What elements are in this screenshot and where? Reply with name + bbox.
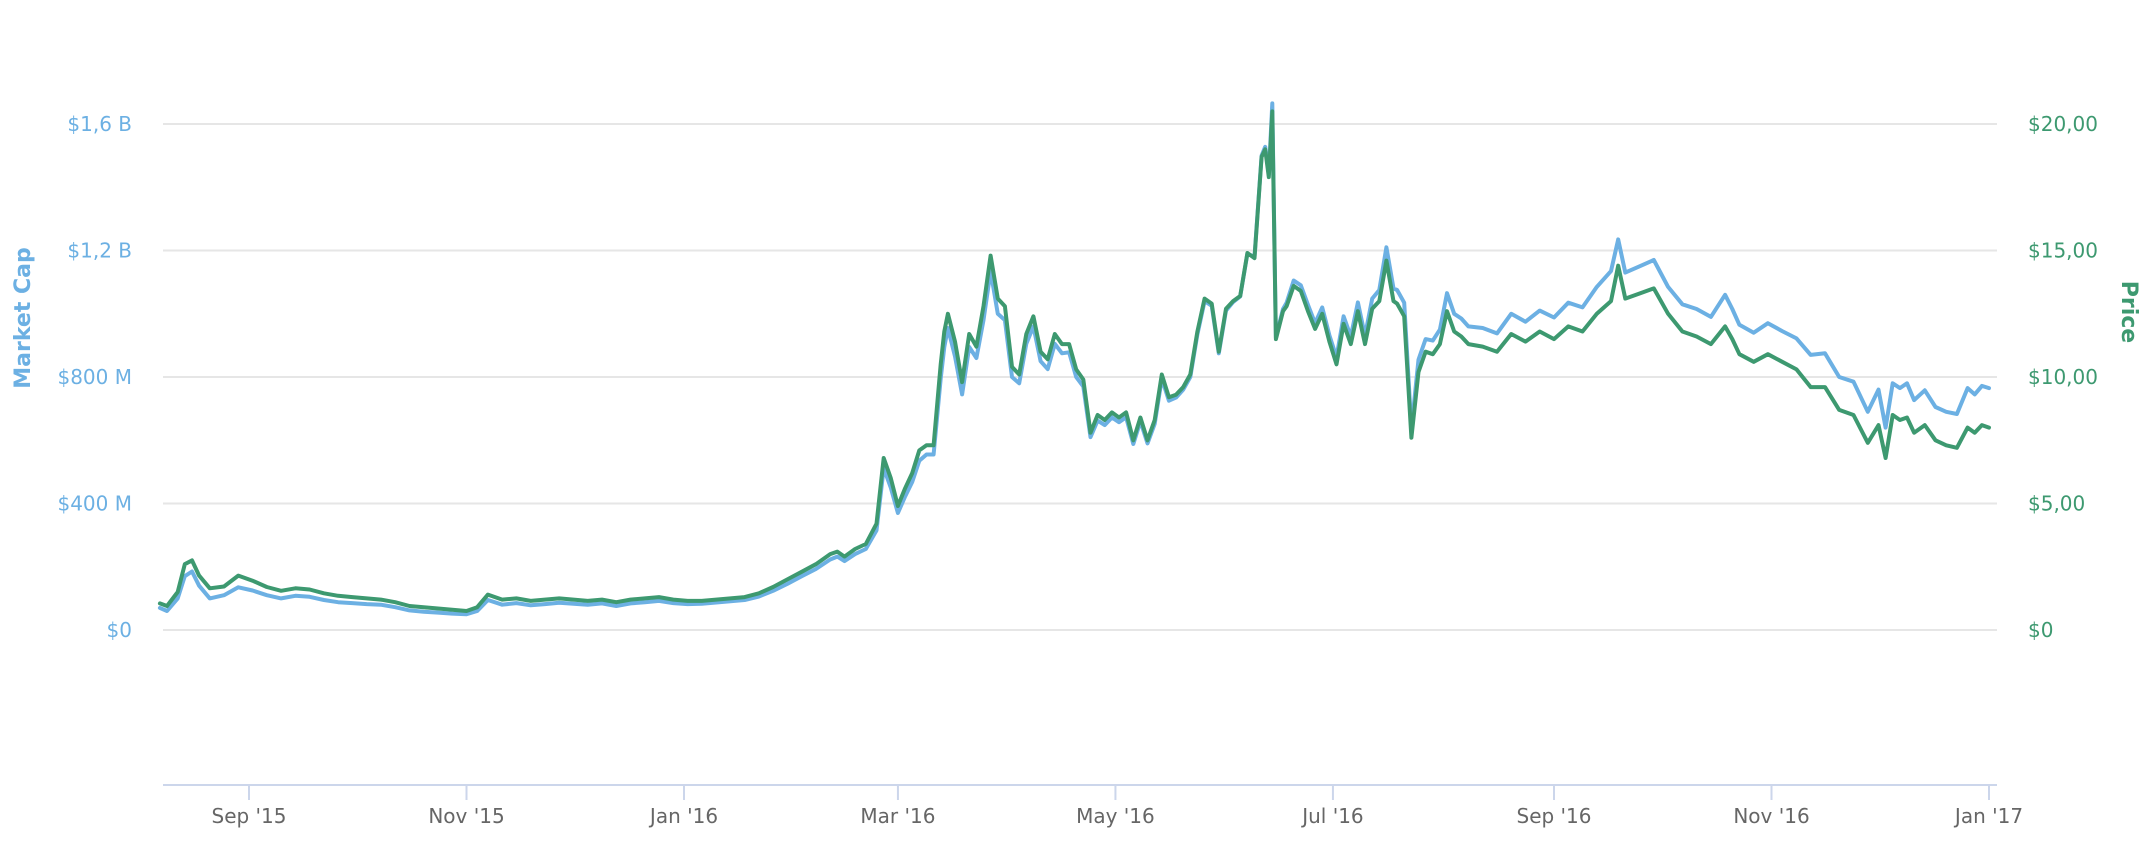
y-left-tick-label: $1,2 B [67,239,132,263]
y-axis-right-labels: $0 $5,00 $10,00 $15,00 $20,00 [2028,112,2098,642]
x-tick-label: Jul '16 [1300,804,1363,828]
y-right-tick-label: $0 [2028,618,2053,642]
y-axis-left-title: Market Cap [11,247,36,388]
x-tick-label: May '16 [1076,804,1155,828]
price-line[interactable] [157,109,1991,613]
y-left-tick-label: $0 [107,618,132,642]
x-tick-label: Mar '16 [860,804,935,828]
x-axis: Sep '15 Nov '15 Jan '16 Mar '16 May '16 Jul '… [212,785,2023,828]
x-tick-label: Jan '17 [1953,804,2023,828]
y-axis-right-title: Price [2116,281,2141,343]
x-tick-label: Jan '16 [648,804,718,828]
y-left-tick-label: $800 M [57,365,132,389]
y-right-tick-label: $5,00 [2028,492,2085,516]
x-tick-label: Sep '16 [1517,804,1592,828]
y-right-tick-label: $15,00 [2028,239,2098,263]
x-tick-label: Sep '15 [212,804,287,828]
y-left-tick-label: $1,6 B [67,112,132,136]
y-right-tick-label: $10,00 [2028,365,2098,389]
y-axis-left-labels: $0 $400 M $800 M $1,2 B $1,6 B [57,112,132,642]
y-left-tick-label: $400 M [57,492,132,516]
x-tick-label: Nov '15 [428,804,504,828]
y-right-tick-label: $20,00 [2028,112,2098,136]
x-tick-label: Nov '16 [1733,804,1809,828]
